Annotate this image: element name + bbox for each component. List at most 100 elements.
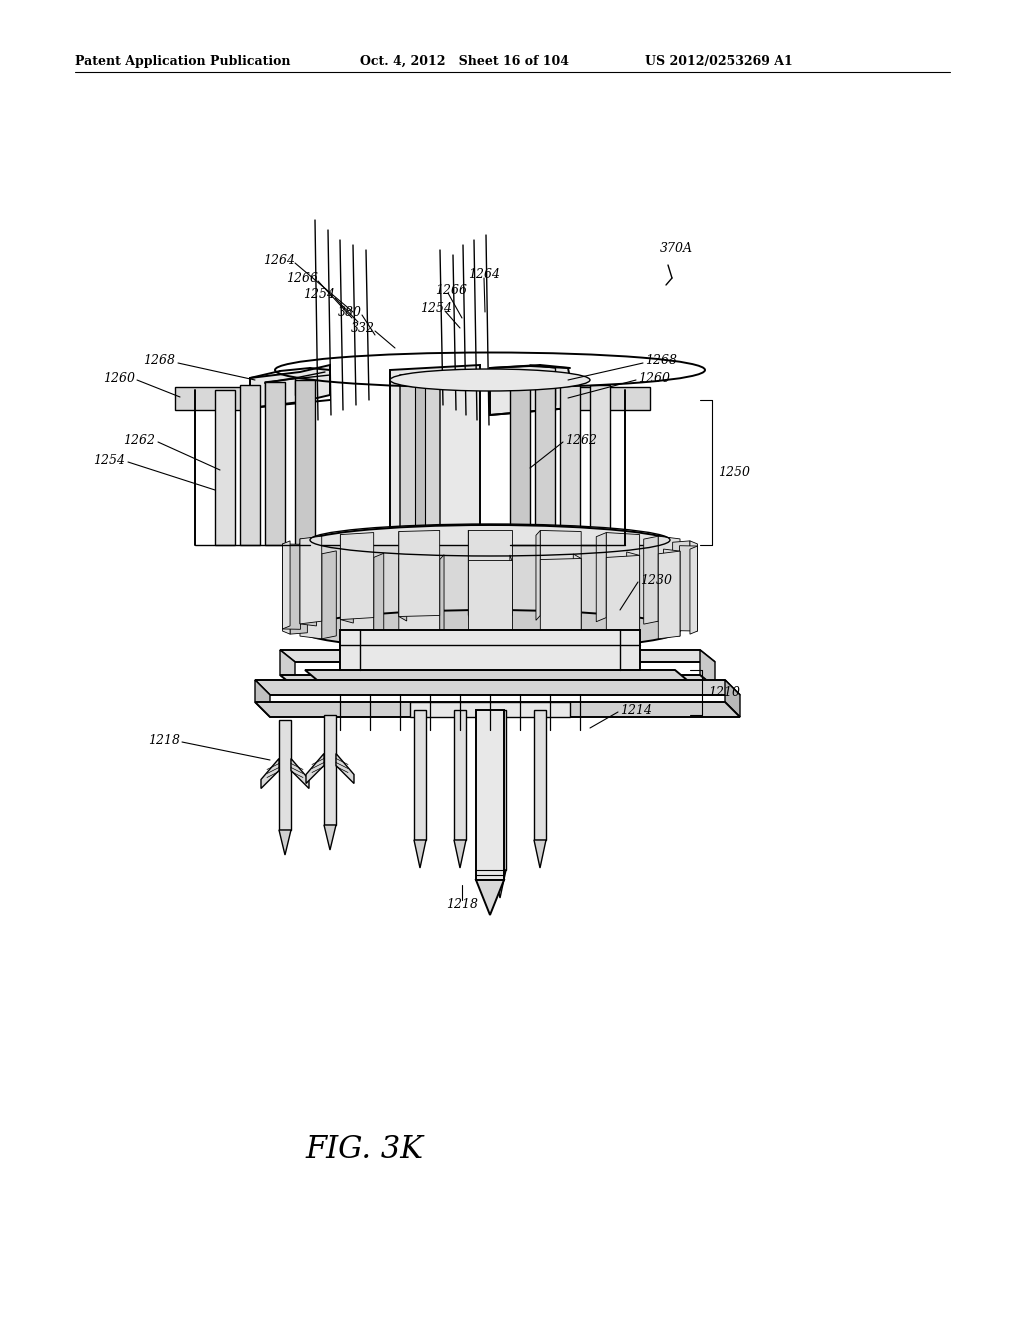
- Polygon shape: [468, 531, 512, 615]
- Polygon shape: [280, 675, 715, 686]
- Polygon shape: [535, 380, 555, 545]
- Polygon shape: [439, 554, 444, 644]
- Text: FIG. 3K: FIG. 3K: [305, 1134, 423, 1166]
- Polygon shape: [291, 759, 309, 788]
- Polygon shape: [400, 372, 440, 545]
- Polygon shape: [658, 536, 680, 624]
- Text: 1266: 1266: [286, 272, 318, 285]
- Polygon shape: [673, 541, 690, 627]
- Text: Patent Application Publication: Patent Application Publication: [75, 55, 291, 69]
- Polygon shape: [324, 825, 336, 850]
- Polygon shape: [265, 381, 285, 545]
- Polygon shape: [541, 531, 582, 616]
- Polygon shape: [398, 532, 407, 620]
- Polygon shape: [573, 554, 582, 643]
- Ellipse shape: [390, 370, 590, 391]
- Polygon shape: [606, 532, 640, 619]
- Polygon shape: [305, 671, 687, 680]
- Text: US 2012/0253269 A1: US 2012/0253269 A1: [645, 55, 793, 69]
- Polygon shape: [283, 546, 290, 634]
- Text: 380: 380: [338, 305, 362, 318]
- Polygon shape: [658, 552, 680, 639]
- Polygon shape: [476, 880, 504, 915]
- Polygon shape: [255, 680, 740, 696]
- Polygon shape: [644, 536, 658, 624]
- Polygon shape: [476, 710, 504, 880]
- Polygon shape: [250, 366, 330, 408]
- Polygon shape: [300, 536, 322, 624]
- Polygon shape: [468, 560, 512, 645]
- Text: 1268: 1268: [143, 354, 175, 367]
- Polygon shape: [541, 558, 582, 644]
- Text: 1218: 1218: [446, 899, 478, 912]
- Text: 1214: 1214: [620, 704, 652, 717]
- Polygon shape: [336, 754, 354, 784]
- Polygon shape: [255, 702, 740, 717]
- Text: 1264: 1264: [263, 253, 295, 267]
- Polygon shape: [340, 556, 374, 643]
- Text: 1264: 1264: [468, 268, 500, 281]
- Text: Oct. 4, 2012   Sheet 16 of 104: Oct. 4, 2012 Sheet 16 of 104: [360, 55, 569, 69]
- Polygon shape: [374, 553, 384, 643]
- Text: 1260: 1260: [103, 371, 135, 384]
- Polygon shape: [300, 545, 680, 630]
- Polygon shape: [300, 552, 322, 639]
- Polygon shape: [494, 870, 506, 898]
- Text: 1254: 1254: [420, 301, 452, 314]
- Polygon shape: [680, 545, 697, 631]
- Polygon shape: [454, 840, 466, 869]
- Polygon shape: [454, 710, 466, 840]
- Text: 1254: 1254: [303, 289, 335, 301]
- Polygon shape: [415, 380, 425, 545]
- Polygon shape: [560, 381, 580, 545]
- Polygon shape: [494, 710, 506, 870]
- Polygon shape: [340, 532, 374, 619]
- Polygon shape: [279, 830, 291, 855]
- Polygon shape: [414, 840, 426, 869]
- Polygon shape: [534, 840, 546, 869]
- Text: 1210: 1210: [708, 685, 740, 698]
- Polygon shape: [261, 759, 279, 788]
- Polygon shape: [510, 554, 512, 645]
- Polygon shape: [340, 630, 640, 671]
- Polygon shape: [175, 387, 250, 411]
- Polygon shape: [398, 531, 439, 616]
- Polygon shape: [300, 539, 316, 626]
- Polygon shape: [725, 680, 740, 717]
- Polygon shape: [215, 389, 234, 545]
- Polygon shape: [664, 549, 680, 636]
- Polygon shape: [280, 649, 295, 686]
- Polygon shape: [690, 541, 697, 628]
- Polygon shape: [570, 387, 650, 411]
- Text: 1266: 1266: [435, 284, 467, 297]
- Polygon shape: [280, 649, 715, 663]
- Polygon shape: [322, 550, 336, 639]
- Polygon shape: [468, 531, 470, 620]
- Polygon shape: [606, 556, 640, 643]
- Text: 1268: 1268: [645, 354, 677, 367]
- Text: 332: 332: [351, 322, 375, 334]
- Text: 1262: 1262: [123, 433, 155, 446]
- Text: 1230: 1230: [640, 573, 672, 586]
- Polygon shape: [279, 719, 291, 830]
- Polygon shape: [340, 535, 353, 623]
- Ellipse shape: [300, 610, 680, 649]
- Polygon shape: [240, 385, 260, 545]
- Polygon shape: [690, 546, 697, 634]
- Text: 1262: 1262: [565, 433, 597, 446]
- Polygon shape: [590, 385, 610, 545]
- Polygon shape: [398, 558, 439, 644]
- Text: 1218: 1218: [148, 734, 180, 747]
- Text: 1260: 1260: [638, 371, 670, 384]
- Text: 370A: 370A: [660, 242, 693, 255]
- Polygon shape: [295, 380, 315, 545]
- Polygon shape: [627, 552, 640, 640]
- Polygon shape: [596, 532, 606, 622]
- Polygon shape: [290, 548, 307, 634]
- Polygon shape: [490, 366, 570, 414]
- Polygon shape: [534, 710, 546, 840]
- Text: 1254: 1254: [93, 454, 125, 466]
- Polygon shape: [536, 531, 541, 620]
- Polygon shape: [306, 754, 324, 784]
- Ellipse shape: [300, 525, 680, 565]
